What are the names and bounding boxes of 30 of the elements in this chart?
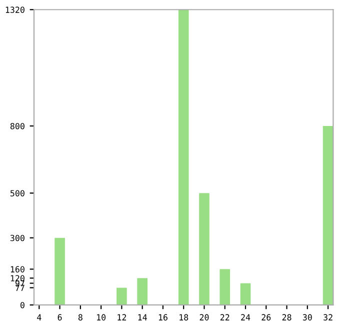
x-tick-label: 26 — [262, 314, 271, 320]
bar — [322, 126, 334, 305]
x-tick-label: 20 — [200, 314, 209, 320]
x-tick-label: 30 — [302, 314, 312, 320]
x-tick-label: 12 — [118, 314, 126, 320]
y-tick-label: 1320 — [6, 6, 24, 13]
bar — [54, 238, 65, 305]
y-tick-label: 500 — [10, 190, 24, 196]
bar — [137, 278, 148, 305]
x-tick-label: 16 — [158, 314, 168, 320]
x-tick-label: 24 — [241, 314, 250, 320]
y-tick-label: 160 — [10, 266, 24, 272]
x-tick-label: 32 — [324, 314, 332, 320]
bar — [220, 269, 230, 305]
y-tick-label: 77 — [16, 284, 24, 291]
x-tick-label: 28 — [282, 314, 292, 320]
x-tick-label: 10 — [97, 314, 106, 320]
bar — [240, 283, 251, 305]
y-tick-label: 0 — [20, 302, 24, 308]
x-tick-label: 22 — [220, 314, 230, 320]
x-tick-label: 8 — [78, 314, 82, 320]
x-tick-label: 14 — [138, 314, 147, 320]
x-tick-label: 4 — [37, 314, 42, 320]
x-tick-label: 18 — [180, 314, 188, 320]
bar — [199, 193, 210, 305]
bar — [116, 288, 127, 305]
x-tick-label: 6 — [58, 314, 62, 320]
y-tick-label: 800 — [10, 122, 24, 130]
y-tick-label: 300 — [10, 234, 24, 242]
bar — [178, 10, 189, 305]
